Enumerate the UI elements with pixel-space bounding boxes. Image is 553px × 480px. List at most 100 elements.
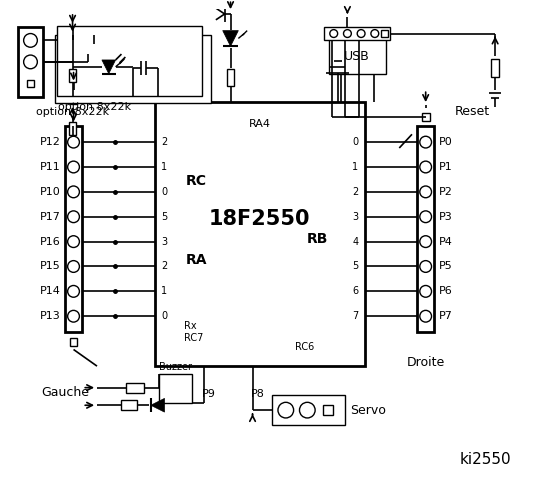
Text: Droite: Droite (406, 356, 445, 369)
Circle shape (67, 211, 80, 223)
Text: P4: P4 (439, 237, 452, 247)
Text: 1: 1 (352, 162, 358, 172)
Text: 7: 7 (352, 311, 358, 321)
Text: 3: 3 (352, 212, 358, 222)
Bar (272, 396, 346, 425)
Bar (70, 338, 77, 346)
Circle shape (67, 161, 80, 173)
Circle shape (67, 186, 80, 198)
Bar (65, 126, 82, 332)
Text: Gauche: Gauche (41, 386, 90, 399)
Text: Servo: Servo (351, 404, 386, 417)
Text: option 8x22k: option 8x22k (36, 107, 109, 117)
Text: RC6: RC6 (295, 342, 314, 351)
Text: P14: P14 (40, 287, 61, 296)
Text: 0: 0 (352, 137, 358, 147)
Bar (55, 35, 211, 103)
Text: P0: P0 (439, 137, 452, 147)
Circle shape (420, 311, 431, 322)
Text: P17: P17 (40, 212, 61, 222)
Text: P15: P15 (40, 262, 61, 272)
Text: Buzzer: Buzzer (159, 362, 192, 372)
Bar (491, 59, 499, 77)
Text: 4: 4 (352, 237, 358, 247)
Text: 1: 1 (161, 162, 168, 172)
Text: P8: P8 (251, 388, 264, 398)
Circle shape (67, 136, 80, 148)
Text: P9: P9 (202, 388, 216, 398)
Text: P11: P11 (40, 162, 61, 172)
Text: RA: RA (186, 253, 207, 267)
Text: 2: 2 (352, 187, 358, 197)
Circle shape (371, 30, 379, 37)
Bar (126, 383, 144, 393)
Text: 18F2550: 18F2550 (209, 209, 311, 229)
Bar (27, 80, 34, 87)
Bar (323, 405, 333, 415)
Bar (381, 30, 388, 37)
Text: 5: 5 (352, 262, 358, 272)
Text: 2: 2 (161, 262, 168, 272)
Polygon shape (102, 60, 116, 73)
Circle shape (278, 402, 294, 418)
Polygon shape (151, 398, 164, 412)
Text: P13: P13 (40, 311, 61, 321)
Bar (324, 27, 390, 40)
Polygon shape (223, 31, 238, 46)
Bar (227, 69, 234, 86)
Bar (329, 38, 385, 73)
Text: P1: P1 (439, 162, 452, 172)
Circle shape (420, 261, 431, 272)
Circle shape (67, 311, 80, 322)
Text: P6: P6 (439, 287, 452, 296)
Text: 0: 0 (161, 187, 168, 197)
Bar (69, 69, 76, 83)
Circle shape (343, 30, 351, 37)
Text: P12: P12 (40, 137, 61, 147)
Circle shape (420, 236, 431, 248)
Text: P10: P10 (40, 187, 61, 197)
Circle shape (357, 30, 365, 37)
Text: P5: P5 (439, 262, 452, 272)
Text: RC: RC (186, 174, 207, 188)
Circle shape (24, 34, 38, 47)
Text: P7: P7 (439, 311, 452, 321)
Bar (18, 27, 43, 97)
Circle shape (67, 261, 80, 272)
Circle shape (67, 286, 80, 297)
Circle shape (420, 136, 431, 148)
Text: Rx
RC7: Rx RC7 (184, 321, 204, 343)
Text: 0: 0 (161, 311, 168, 321)
Circle shape (420, 286, 431, 297)
Bar (422, 113, 430, 120)
Circle shape (420, 211, 431, 223)
Bar (155, 102, 365, 366)
Text: P3: P3 (439, 212, 452, 222)
Circle shape (330, 30, 338, 37)
Text: RB: RB (306, 232, 328, 246)
Text: P2: P2 (439, 187, 452, 197)
Text: 2: 2 (161, 137, 168, 147)
Bar (69, 121, 76, 135)
Bar (159, 374, 192, 403)
Text: Reset: Reset (455, 105, 490, 118)
Circle shape (300, 402, 315, 418)
Text: 3: 3 (161, 237, 168, 247)
Text: 5: 5 (161, 212, 168, 222)
Text: ki2550: ki2550 (460, 452, 511, 467)
Text: P16: P16 (40, 237, 61, 247)
Circle shape (67, 236, 80, 248)
Text: option 8x22k: option 8x22k (58, 102, 131, 112)
Circle shape (420, 186, 431, 198)
Bar (122, 400, 137, 410)
Bar (417, 126, 435, 332)
Circle shape (420, 161, 431, 173)
Text: 6: 6 (352, 287, 358, 296)
Text: 1: 1 (161, 287, 168, 296)
Bar (70, 90, 77, 104)
Text: USB: USB (345, 49, 370, 62)
Text: RA4: RA4 (249, 119, 271, 129)
Bar (57, 26, 202, 96)
Circle shape (24, 55, 38, 69)
Bar (90, 45, 98, 63)
